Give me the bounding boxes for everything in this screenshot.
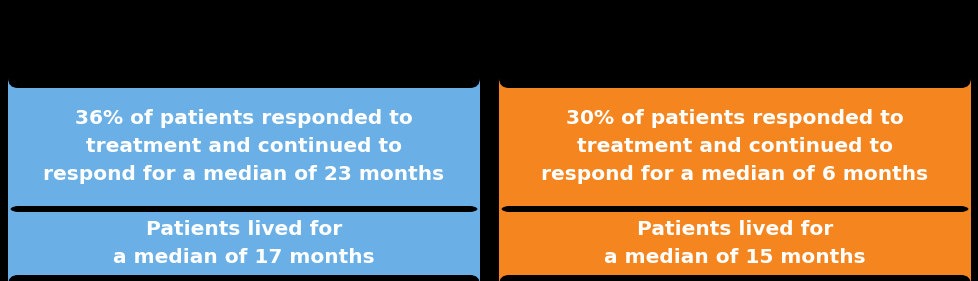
FancyBboxPatch shape bbox=[499, 202, 970, 281]
Text: 30% of patients responded to
treatment and continued to
respond for a median of : 30% of patients responded to treatment a… bbox=[541, 110, 927, 185]
Text: 36% of patients responded to
treatment and continued to
respond for a median of : 36% of patients responded to treatment a… bbox=[43, 110, 444, 185]
FancyBboxPatch shape bbox=[8, 202, 479, 281]
Text: Patients lived for
a median of 15 months: Patients lived for a median of 15 months bbox=[603, 220, 865, 267]
FancyBboxPatch shape bbox=[499, 78, 970, 216]
Text: Patients lived for
a median of 17 months: Patients lived for a median of 17 months bbox=[113, 220, 375, 267]
FancyBboxPatch shape bbox=[8, 78, 479, 216]
